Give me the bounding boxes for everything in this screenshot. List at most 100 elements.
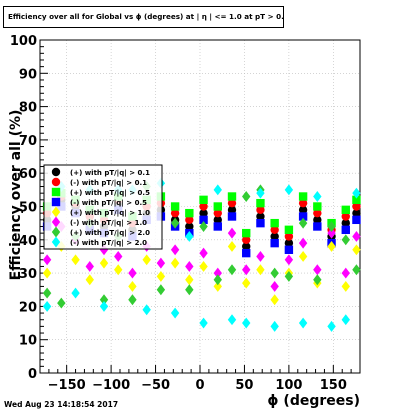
data-point [313,222,322,231]
data-point [298,317,308,329]
data-point [298,237,308,249]
data-point [341,267,350,279]
data-point [313,274,322,286]
legend-entry: (+) with pT/|q| > 0.5 [70,189,150,198]
x-tick-label: 100 [275,378,302,393]
data-point [242,191,251,202]
data-point [256,212,265,221]
data-point [298,192,308,201]
data-point [270,294,279,306]
data-point [170,202,180,211]
data-point [213,202,222,211]
data-point [199,317,208,329]
data-point [227,241,237,252]
data-point [99,300,109,312]
data-point [284,184,294,196]
data-point [142,254,151,266]
data-point [199,208,208,218]
data-point [213,215,222,225]
legend-entry: (+) with pT/|q| > 1.0 [70,209,150,218]
data-point [242,228,251,238]
data-point [313,191,322,202]
data-point [128,294,137,306]
y-tick-label: 80 [19,101,37,116]
data-point [128,267,137,279]
x-tick-label: 0 [195,378,204,393]
data-point [284,254,294,266]
data-point [270,280,279,292]
data-point [185,284,194,296]
legend-box [43,164,163,250]
data-point [242,317,251,329]
data-point [327,320,336,332]
data-point [284,225,294,235]
y-axis-label: Efficiency over all (%) [8,110,24,281]
legend-entry: (-) with pT/|q| > 2.0 [70,239,147,248]
data-point [341,234,350,246]
data-point [99,257,109,269]
data-point [128,280,137,292]
data-point [242,264,251,276]
y-tick-label: 60 [19,167,37,182]
data-point [327,227,336,239]
data-point [57,297,66,309]
data-point [298,250,308,262]
data-point [284,245,294,254]
data-point [199,195,208,205]
data-point [185,231,194,242]
data-point [341,205,350,215]
data-point [199,202,208,211]
x-tick-label: −150 [48,378,86,393]
data-point [213,222,222,231]
data-point [270,267,279,279]
data-point [352,231,361,242]
x-axis-label: ϕ (degrees) [267,393,360,409]
data-point [352,208,361,218]
y-tick-label: 20 [19,300,37,315]
data-point [242,242,251,251]
data-point [327,221,336,232]
legend-entry: (+) with pT/|q| > 2.0 [70,229,150,238]
data-point [227,192,237,201]
data-point [242,235,251,244]
data-point [199,247,208,259]
legend-marker [51,197,61,207]
data-point [284,232,294,241]
axis-ticks: −150 −100 −50 0 50 100 150 0 10 20 30 40 50 60 70 80 90 1… [10,34,361,393]
legend-marker [51,206,61,218]
data-point [256,198,265,208]
data-point [227,314,237,326]
data-point [284,270,294,282]
y-tick-label: 70 [19,134,37,149]
data-point [213,274,222,286]
data-point [213,267,222,279]
data-point [199,260,208,272]
data-point [185,260,194,272]
data-point [313,208,322,218]
data-point [352,202,361,211]
y-tick-label: 0 [28,367,37,382]
x-tick-label: −50 [141,378,170,393]
data-point [170,217,180,229]
data-point [352,195,361,205]
data-point [242,277,251,289]
data-point [256,218,265,228]
data-point [313,215,322,225]
data-point [242,248,251,258]
data-point [156,284,166,296]
data-point [284,238,294,248]
data-point [114,264,123,276]
y-tick-label: 90 [19,67,37,82]
data-point [227,205,237,215]
data-point [170,208,180,218]
data-point [185,274,194,286]
data-point [298,217,308,229]
data-point [185,208,194,218]
legend-marker [51,226,61,238]
x-tick-label: 150 [320,378,347,393]
data-point [114,250,123,262]
data-point [185,222,194,231]
legend-entry: (-) with pT/|q| > 0.1 [70,179,147,188]
data-point [313,202,322,211]
timestamp: Wed Aug 23 14:18:54 2017 [4,400,119,409]
